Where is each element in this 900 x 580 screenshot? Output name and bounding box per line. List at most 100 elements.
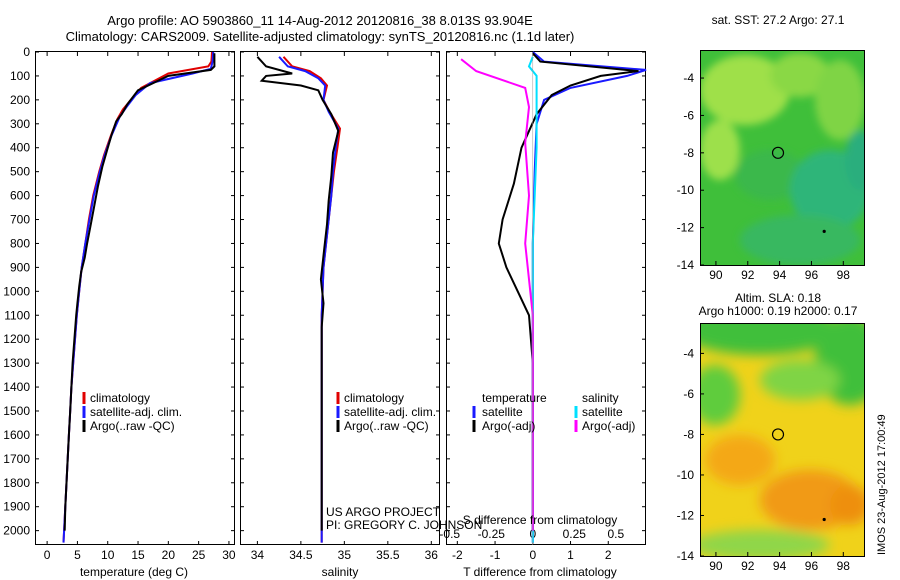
x-tick-label: 98 bbox=[837, 268, 851, 282]
y-tick-label: 1800 bbox=[3, 476, 30, 490]
x-tick-label: 25 bbox=[192, 548, 206, 562]
y-tick-label: -14 bbox=[677, 258, 695, 272]
legend-label-climatology: climatology bbox=[90, 391, 150, 405]
series-line-satellite-adj-clim bbox=[62, 51, 215, 543]
credit-line-1: US ARGO PROJECT bbox=[326, 505, 441, 519]
difference-panel-frame bbox=[446, 51, 646, 545]
x-tick-label: -1 bbox=[490, 548, 501, 562]
y-tick-label: -10 bbox=[677, 183, 695, 197]
x-tick-label: 94 bbox=[773, 559, 787, 573]
y-tick-label: 2000 bbox=[3, 524, 30, 538]
y-tick-label: 1400 bbox=[3, 380, 30, 394]
legend-label-satellite: satellite-adj. clim. bbox=[90, 405, 182, 419]
s-tick-label: 0.5 bbox=[607, 527, 624, 541]
legend-label-s-satellite: satellite bbox=[582, 405, 623, 419]
y-tick-label: -8 bbox=[683, 146, 694, 160]
x-tick-label: 0 bbox=[529, 548, 536, 562]
y-tick-label: 800 bbox=[10, 236, 30, 250]
legend-label-argo: Argo(..raw -QC) bbox=[90, 419, 175, 433]
panel-frames bbox=[35, 50, 865, 557]
y-tick-label: 0 bbox=[23, 45, 30, 59]
argo-position-marker bbox=[771, 146, 785, 159]
y-tick-label: 600 bbox=[10, 189, 30, 203]
x-tick-label: 92 bbox=[741, 559, 755, 573]
temperature-panel-frame bbox=[35, 51, 235, 545]
map-axes: 90 92 94 96 98 -4 -6 -8 -10 -12 -14 bbox=[677, 346, 851, 573]
series-line-climatology bbox=[282, 56, 342, 543]
series-line-climatology bbox=[62, 51, 213, 543]
y-tick-label: 1700 bbox=[3, 452, 30, 466]
series-line-argo-adj bbox=[497, 52, 639, 531]
x-axis-label-s-difference: S difference from climatology bbox=[463, 513, 618, 527]
legend-label-t-satellite: satellite bbox=[482, 405, 523, 419]
y-tick-label: -10 bbox=[677, 468, 695, 482]
sst-map-frame bbox=[700, 50, 865, 266]
x-tick-label: 5 bbox=[74, 548, 81, 562]
x-tick-labels: 0 5 10 15 20 25 30 bbox=[44, 52, 236, 562]
y-tick-label: 1500 bbox=[3, 404, 30, 418]
x-tick-label: 92 bbox=[741, 268, 755, 282]
x-tick-label: 34.5 bbox=[289, 548, 313, 562]
x-tick-label: 94 bbox=[773, 268, 787, 282]
legend-label-t-argo: Argo(-adj) bbox=[482, 419, 535, 433]
y-tick-label: 300 bbox=[10, 117, 30, 131]
y-tick-label: -6 bbox=[683, 387, 694, 401]
credit-line-2: PI: GREGORY C. JOHNSON bbox=[326, 518, 482, 532]
temperature-legend: climatology satellite-adj. clim. Argo(..… bbox=[90, 391, 182, 433]
argo-position-marker bbox=[771, 428, 785, 441]
x-tick-label: 10 bbox=[101, 548, 115, 562]
x-tick-label: 15 bbox=[131, 548, 145, 562]
y-tick-label: 900 bbox=[10, 260, 30, 274]
y-tick-label: 1300 bbox=[3, 356, 30, 370]
x-tick-label: 90 bbox=[709, 559, 723, 573]
x-tick-label: 35 bbox=[338, 548, 352, 562]
salinity-legend: climatology satellite-adj. clim. Argo(..… bbox=[344, 391, 436, 433]
s-tick-label: -0.5 bbox=[439, 527, 460, 541]
x-tick-label: -2 bbox=[452, 548, 463, 562]
timestamp-stamp: IMOS 23-Aug-2012 17:00:49 bbox=[876, 414, 888, 555]
legend-label-s-argo: Argo(-adj) bbox=[582, 419, 635, 433]
map-titles: sat. SST: 27.2 Argo: 27.1 Altim. SLA: 0.… bbox=[699, 13, 858, 318]
legend-label-satellite: satellite-adj. clim. bbox=[344, 405, 436, 419]
series-line-argo-raw-qc bbox=[256, 56, 340, 531]
legend-heading-temperature: temperature bbox=[482, 391, 547, 405]
y-tick-label: 1200 bbox=[3, 332, 30, 346]
x-tick-label: 90 bbox=[709, 268, 723, 282]
x-tick-label: 2 bbox=[605, 548, 612, 562]
depth-ticks bbox=[35, 51, 235, 532]
sst-map-field bbox=[700, 50, 864, 265]
s-tick-label: -0.25 bbox=[478, 527, 506, 541]
y-tick-label: 500 bbox=[10, 165, 30, 179]
sst-map-title: sat. SST: 27.2 Argo: 27.1 bbox=[712, 13, 845, 27]
y-tick-label: -4 bbox=[683, 346, 694, 360]
difference-legend: temperature salinity satellite Argo(-adj… bbox=[482, 391, 635, 433]
y-tick-label: -12 bbox=[677, 508, 695, 522]
x-tick-labels: -2 -1 0 1 2 bbox=[452, 52, 612, 562]
s-tick-label: 0.25 bbox=[563, 527, 587, 541]
x-tick-label: 98 bbox=[837, 559, 851, 573]
depth-tick-labels: 0 100 200 300 400 500 600 700 800 900 1000 1100 1200… bbox=[3, 45, 30, 538]
sla-map-field bbox=[700, 323, 864, 556]
x-tick-label: 30 bbox=[222, 548, 236, 562]
s-difference-tick-labels: -0.5 -0.25 0 0.25 0.5 bbox=[439, 527, 624, 541]
x-tick-label: 96 bbox=[805, 559, 819, 573]
salinity-panel-frame bbox=[240, 51, 440, 545]
series-line-satellite bbox=[531, 51, 647, 543]
y-tick-label: 200 bbox=[10, 93, 30, 107]
figure-title-line-2: Climatology: CARS2009. Satellite-adjuste… bbox=[65, 29, 575, 44]
series-line-satellite-adj-clim bbox=[278, 56, 340, 543]
y-tick-label: 1000 bbox=[3, 284, 30, 298]
y-tick-label: 1100 bbox=[4, 308, 30, 322]
x-tick-labels: 34 34.5 35 35.5 36 bbox=[251, 52, 439, 562]
y-tick-label: -4 bbox=[683, 71, 694, 85]
x-tick-label: 35.5 bbox=[376, 548, 400, 562]
sla-map-subtitle: Argo h1000: 0.19 h2000: 0.17 bbox=[699, 304, 858, 318]
x-tick-label: 36 bbox=[425, 548, 439, 562]
y-tick-label: -12 bbox=[677, 221, 695, 235]
y-tick-label: 1600 bbox=[3, 428, 30, 442]
y-tick-label: 1900 bbox=[3, 500, 30, 514]
map-axes: 90 92 94 96 98 -4 -6 -8 -10 -12 -14 bbox=[677, 71, 851, 282]
depth-ticks bbox=[240, 51, 440, 532]
y-tick-label: 100 bbox=[10, 69, 30, 83]
